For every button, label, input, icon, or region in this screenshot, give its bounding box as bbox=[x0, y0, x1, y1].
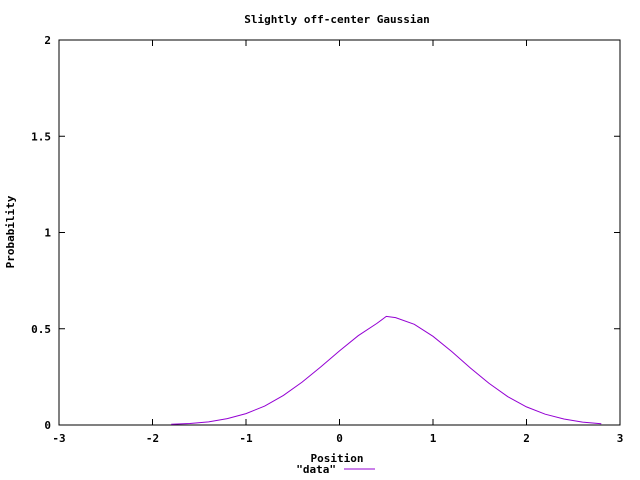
x-tick-label: 3 bbox=[617, 432, 624, 445]
y-tick-label: 1 bbox=[44, 227, 51, 240]
legend: "data" bbox=[296, 463, 375, 476]
x-tick-label: 2 bbox=[523, 432, 530, 445]
x-axis-label: Position bbox=[311, 452, 364, 465]
y-tick-label: 2 bbox=[44, 34, 51, 47]
x-tick-label: -1 bbox=[239, 432, 253, 445]
x-tick-label: -3 bbox=[52, 432, 65, 445]
chart-title: Slightly off-center Gaussian bbox=[244, 13, 429, 26]
x-axis-ticks: -3 -2 -1 0 1 2 3 bbox=[52, 40, 623, 445]
y-axis-label: Probability bbox=[4, 195, 17, 268]
y-tick-label: 0 bbox=[44, 419, 51, 432]
series-line-data bbox=[171, 315, 602, 425]
x-tick-label: -2 bbox=[146, 432, 159, 445]
legend-label: "data" bbox=[296, 463, 336, 476]
plot-border bbox=[58, 39, 621, 426]
y-tick-label: 0.5 bbox=[31, 323, 51, 336]
y-tick-label: 1.5 bbox=[31, 130, 51, 143]
y-axis-ticks: 0 0.5 1 1.5 2 bbox=[31, 34, 620, 432]
x-tick-label: 0 bbox=[336, 432, 343, 445]
x-tick-label: 1 bbox=[430, 432, 437, 445]
series-layer bbox=[171, 315, 602, 425]
